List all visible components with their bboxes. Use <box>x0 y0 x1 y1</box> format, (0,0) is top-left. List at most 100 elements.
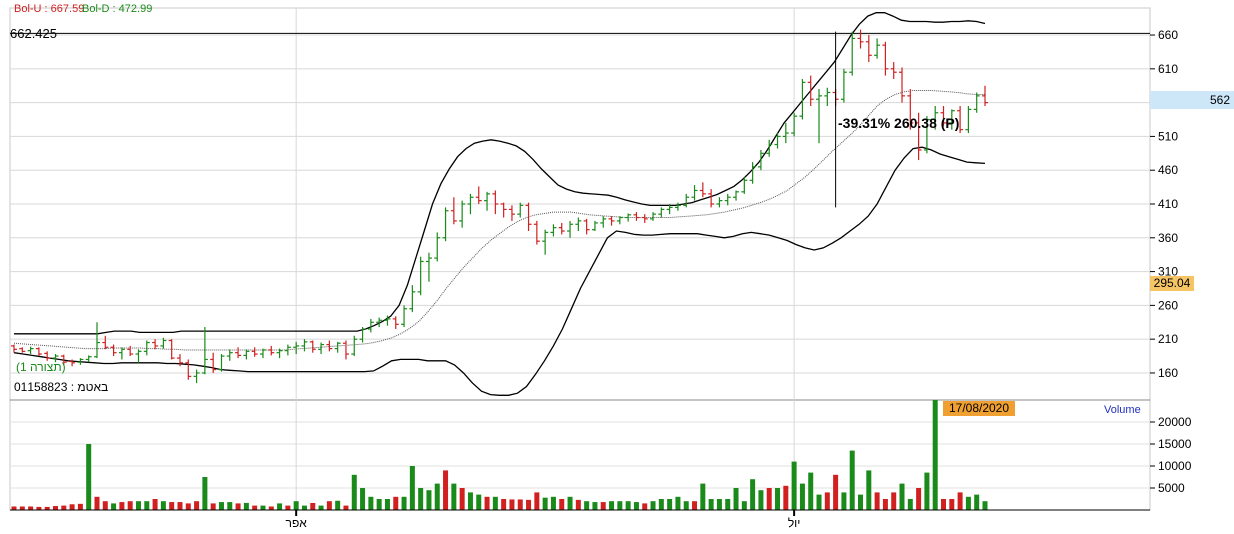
ohlc-bar <box>932 106 939 130</box>
ohlc-bar <box>965 106 972 134</box>
ohlc-bar <box>716 197 723 208</box>
volume-tick-label: 15000 <box>1158 437 1192 451</box>
volume-bar <box>559 499 565 510</box>
x-tick-label: אפר <box>286 516 308 530</box>
ohlc-bar <box>907 89 914 130</box>
ohlc-bar <box>210 352 217 373</box>
volume-bar <box>700 483 706 510</box>
ohlc-bar <box>782 122 789 144</box>
ohlc-bar <box>890 62 897 79</box>
volume-bar <box>301 505 307 510</box>
x-tick-label: יול <box>788 516 801 530</box>
volume-bar <box>94 496 100 510</box>
volume-bar <box>268 506 274 510</box>
volume-bar <box>592 502 598 510</box>
ohlc-bar <box>699 182 706 198</box>
volume-bar <box>384 499 390 510</box>
ohlc-bar <box>600 216 607 228</box>
ohlc-bar <box>276 348 283 359</box>
volume-bar <box>376 499 382 510</box>
volume-bar <box>858 494 864 510</box>
volume-bar <box>451 483 457 510</box>
volume-bar <box>277 503 283 510</box>
volume-bar <box>69 504 75 510</box>
volume-bar <box>799 483 805 510</box>
volume-bar <box>310 502 316 510</box>
ohlc-bar <box>882 41 889 76</box>
y-tick-label: 260 <box>1158 298 1178 312</box>
volume-bar <box>393 496 399 510</box>
hover-price-badge: 295.04 <box>1150 276 1194 291</box>
ohlc-bar <box>284 344 291 356</box>
ohlc-bar <box>168 339 175 360</box>
ohlc-bar <box>816 89 823 144</box>
volume-bar <box>61 505 67 510</box>
ohlc-bar <box>840 68 847 103</box>
volume-bar <box>733 488 739 510</box>
ohlc-bar <box>442 207 449 242</box>
volume-bar <box>426 490 432 510</box>
ohlc-bar <box>533 220 540 245</box>
measure-annotation: -39.31% 260.38 (P) <box>838 115 960 131</box>
ohlc-bar <box>525 202 532 232</box>
ohlc-bar <box>666 204 673 215</box>
volume-bar <box>949 499 955 510</box>
volume-bar <box>11 506 17 510</box>
ohlc-bar <box>309 340 316 353</box>
volume-bar <box>899 483 905 510</box>
volume-bar <box>766 488 772 510</box>
volume-bar <box>52 506 58 510</box>
volume-bar <box>360 488 366 510</box>
volume-bar <box>169 502 175 510</box>
volume-bar <box>19 506 25 510</box>
ohlc-bar <box>301 339 308 352</box>
volume-bar <box>642 503 648 510</box>
ohlc-bar <box>575 217 582 232</box>
ohlc-bar <box>957 106 964 134</box>
ohlc-bar <box>608 216 615 226</box>
ohlc-bar <box>218 354 225 372</box>
volume-bar <box>791 461 797 510</box>
ohlc-bar <box>85 355 92 363</box>
ohlc-bar <box>774 133 781 149</box>
volume-bar <box>77 503 83 510</box>
ohlc-bar <box>683 193 690 208</box>
volume-bar <box>849 450 855 510</box>
ohlc-bar <box>19 347 26 353</box>
volume-bar <box>492 496 498 510</box>
bollinger-lower-line <box>13 146 986 396</box>
ohlc-bar <box>492 190 499 215</box>
ohlc-bar <box>749 162 756 184</box>
ohlc-bar <box>334 341 341 353</box>
volume-bar <box>824 492 830 510</box>
ohlc-bar <box>500 202 507 218</box>
volume-bar <box>36 506 42 510</box>
volume-bar <box>443 470 449 510</box>
volume-bar <box>509 499 515 510</box>
volume-bar <box>185 503 191 510</box>
ohlc-bar <box>940 106 947 127</box>
y-tick-label: 360 <box>1158 231 1178 245</box>
ohlc-bar <box>176 354 183 367</box>
ohlc-bar <box>467 193 474 215</box>
volume-bar <box>86 444 92 510</box>
ohlc-bar <box>127 345 134 357</box>
volume-bar <box>144 501 150 510</box>
volume-bar <box>501 499 507 510</box>
volume-bar <box>542 497 548 510</box>
volume-tick-label: 5000 <box>1158 481 1185 495</box>
volume-bar <box>111 503 117 510</box>
volume-bar <box>916 488 922 510</box>
ohlc-bar <box>450 197 457 225</box>
volume-bar <box>218 502 224 510</box>
volume-bar <box>368 496 374 510</box>
ohlc-bar <box>376 317 383 328</box>
volume-bar <box>467 492 473 510</box>
ohlc-bar <box>799 78 806 120</box>
volume-bar <box>243 502 249 510</box>
ohlc-bar <box>409 285 416 313</box>
volume-bar <box>160 501 166 510</box>
ohlc-bar <box>359 327 366 343</box>
volume-bar <box>808 472 814 510</box>
